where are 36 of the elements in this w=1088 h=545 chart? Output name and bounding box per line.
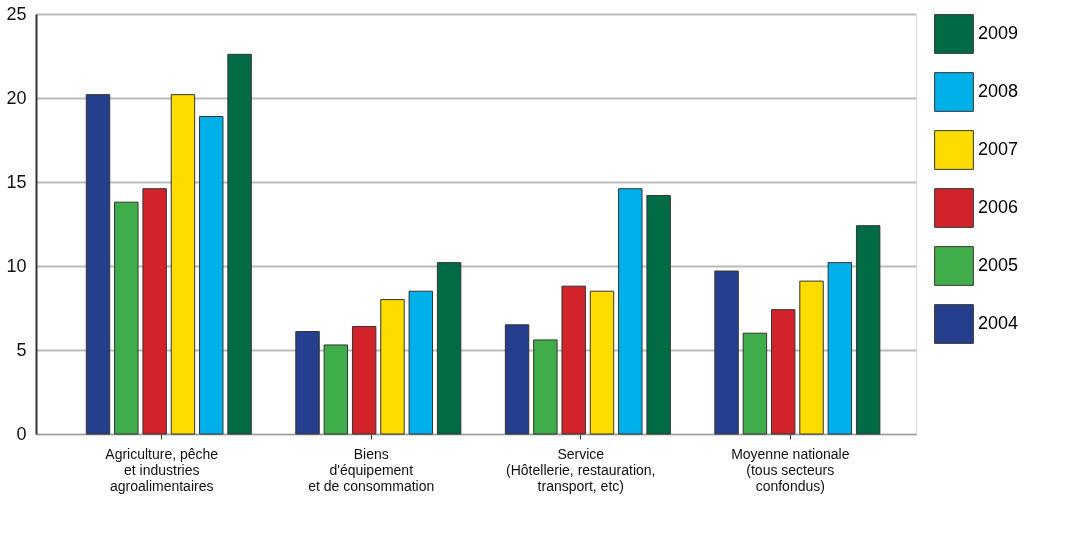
legend-label: 2008 [978, 81, 1019, 101]
x-tick-label: Moyenne nationale (tous secteurs confondus) [731, 445, 850, 494]
bar [533, 339, 558, 435]
x-tick-label: Agriculture, pêche et industries agroalimentaires [105, 445, 219, 494]
bar [855, 225, 881, 435]
bar [295, 331, 320, 435]
legend-label: 2006 [978, 197, 1019, 217]
y-tick-label: 10 [6, 255, 27, 276]
y-tick-label: 0 [16, 423, 27, 444]
bar [227, 53, 252, 435]
bar [714, 270, 739, 435]
bar [589, 290, 615, 435]
legend-label: 2007 [978, 139, 1019, 159]
bar [408, 290, 434, 435]
legend-label: 2005 [978, 255, 1019, 275]
bar [114, 201, 139, 435]
y-tick-label: 20 [6, 87, 27, 108]
legend-label: 2004 [978, 313, 1019, 333]
bar [436, 262, 462, 435]
bar [199, 115, 224, 435]
bar [799, 280, 824, 435]
x-tick-label: Service (Hôtellerie, restauration, transport, etc) [506, 445, 656, 494]
y-tick-label: 15 [6, 171, 27, 192]
bar [742, 332, 768, 435]
bar [170, 94, 196, 435]
bar [827, 262, 853, 435]
bar [504, 324, 530, 435]
y-tick-label: 5 [16, 339, 27, 360]
bar [380, 299, 405, 435]
y-tick-label: 25 [6, 3, 27, 24]
bar [85, 94, 111, 435]
bar [323, 344, 349, 435]
bar [646, 194, 671, 435]
x-tick-label: Biens d'équipement et de consommation [308, 445, 435, 494]
legend-label: 2009 [978, 23, 1019, 43]
bar [618, 188, 643, 435]
